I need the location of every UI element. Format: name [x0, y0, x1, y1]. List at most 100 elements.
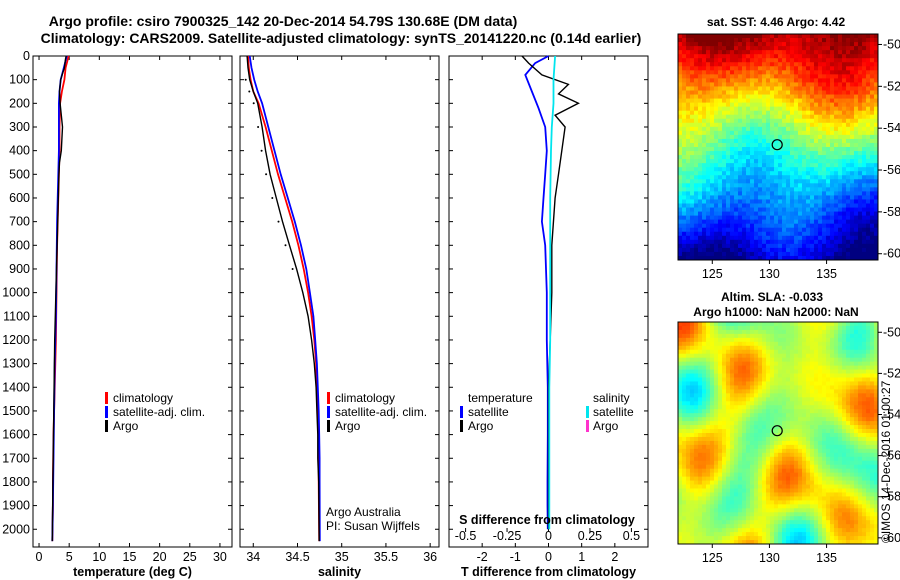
- map-cell: [866, 54, 871, 59]
- map-cell: [678, 349, 683, 355]
- map-cell: [822, 325, 827, 331]
- map-cell: [742, 118, 747, 124]
- map-cell: [738, 171, 743, 176]
- map-cell: [750, 436, 755, 442]
- map-cell: [802, 159, 807, 164]
- map-cell: [866, 231, 871, 237]
- map-cell: [858, 199, 863, 204]
- map-cell: [766, 211, 771, 217]
- map-cell: [802, 409, 807, 414]
- map-cell: [690, 337, 695, 343]
- map-cell: [678, 255, 683, 260]
- map-cell: [714, 389, 719, 394]
- map-cell: [678, 373, 683, 378]
- map-cell: [802, 38, 807, 43]
- map-cell: [750, 409, 755, 414]
- map-cell: [722, 377, 727, 382]
- map-cell: [754, 401, 759, 406]
- map-cell: [730, 179, 735, 184]
- map-cell: [746, 66, 751, 71]
- map-cell: [730, 142, 735, 148]
- map-cell: [814, 211, 819, 217]
- map-cell: [830, 452, 835, 458]
- map-cell: [798, 401, 803, 406]
- map-cell: [846, 82, 851, 87]
- map-cell: [754, 460, 759, 466]
- map-cell: [842, 138, 847, 144]
- map-cell: [722, 219, 727, 225]
- map-cell: [806, 353, 811, 359]
- map-cell: [766, 365, 771, 370]
- map-cell: [830, 58, 835, 63]
- map-cell: [842, 373, 847, 378]
- map-cell: [802, 444, 807, 450]
- map-cell: [818, 70, 823, 75]
- map-cell: [702, 175, 707, 180]
- map-cell: [738, 409, 743, 414]
- map-cell: [862, 122, 867, 128]
- map-cell: [682, 337, 687, 343]
- map-cell: [690, 251, 695, 257]
- map-cell: [790, 357, 795, 363]
- map-cell: [678, 54, 683, 59]
- map-cell: [754, 183, 759, 188]
- map-cell: [682, 183, 687, 188]
- series-line: [248, 55, 321, 542]
- map-cell: [774, 142, 779, 148]
- map-cell: [714, 357, 719, 363]
- map-cell: [698, 425, 703, 430]
- map-cell: [770, 231, 775, 237]
- map-cell: [874, 155, 878, 160]
- map-cell: [854, 82, 859, 87]
- map-cell: [814, 98, 819, 104]
- map-cell: [830, 421, 835, 426]
- map-cell: [850, 468, 855, 474]
- map-cell: [774, 468, 779, 474]
- map-cell: [694, 54, 699, 59]
- map-cell: [694, 405, 699, 410]
- map-cell: [706, 341, 711, 347]
- map-cell: [706, 425, 711, 430]
- map-cell: [838, 102, 843, 108]
- map-cell: [794, 42, 799, 47]
- map-cell: [830, 122, 835, 128]
- map-cell: [686, 171, 691, 176]
- map-cell: [858, 223, 863, 229]
- map-cell: [698, 134, 703, 140]
- map-cell: [734, 460, 739, 466]
- map-cell: [682, 397, 687, 402]
- map-cell: [790, 385, 795, 390]
- map-cell: [678, 94, 683, 99]
- map-cell: [754, 219, 759, 225]
- map-cell: [734, 413, 739, 418]
- map-cell: [814, 159, 819, 164]
- map-cell: [870, 357, 875, 363]
- map-cell: [678, 429, 683, 434]
- map-cell: [778, 50, 783, 55]
- map-cell: [774, 66, 779, 71]
- map-cell: [834, 460, 839, 466]
- map-cell: [714, 191, 719, 196]
- map-cell: [678, 239, 683, 245]
- map-cell: [778, 468, 783, 474]
- map-cell: [678, 38, 683, 43]
- map-cell: [770, 440, 775, 446]
- map-cell: [762, 151, 767, 156]
- map-cell: [778, 183, 783, 188]
- map-cell: [686, 349, 691, 355]
- map-cell: [762, 34, 767, 39]
- map-cell: [810, 78, 815, 83]
- map-cell: [874, 341, 878, 347]
- map-cell: [846, 211, 851, 217]
- map-cell: [866, 417, 871, 422]
- map-cell: [746, 322, 751, 327]
- map-cell: [830, 167, 835, 172]
- map-cell: [790, 142, 795, 148]
- map-cell: [854, 151, 859, 156]
- map-cell: [678, 365, 683, 370]
- map-cell: [678, 183, 683, 188]
- map-cell: [762, 66, 767, 71]
- map-cell: [838, 207, 843, 212]
- map-cell: [862, 381, 867, 386]
- map-cell: [854, 361, 859, 366]
